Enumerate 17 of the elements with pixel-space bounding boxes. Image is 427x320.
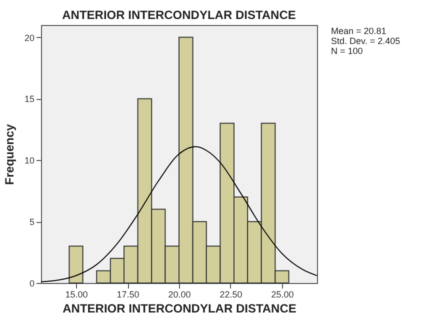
- text: Std. Dev. = 2.405: [331, 36, 400, 46]
- x-tick-label: 20.00: [168, 290, 191, 300]
- chart-title: ANTERIOR INTERCONDYLAR DISTANCE: [62, 8, 296, 22]
- x-tick-label: 15.00: [65, 290, 88, 300]
- y-tick-label: 10: [24, 156, 34, 166]
- line-series: [41, 146, 317, 282]
- y-tick-label: 15: [24, 94, 34, 104]
- text: Mean = 20.81: [331, 26, 386, 36]
- x-tick-label: 25.00: [271, 290, 294, 300]
- y-tick-label: 5: [29, 217, 34, 228]
- x-axis-title: ANTERIOR INTERCONDYLAR DISTANCE: [62, 302, 296, 316]
- y-tick-label: 20: [24, 32, 34, 43]
- x-tick-label: 17.50: [116, 290, 140, 300]
- y-axis-title: Frequency: [2, 124, 16, 185]
- text: N = 100: [331, 46, 363, 56]
- y-tick-label: 0: [29, 278, 34, 288]
- x-tick-label: 22.50: [220, 290, 242, 300]
